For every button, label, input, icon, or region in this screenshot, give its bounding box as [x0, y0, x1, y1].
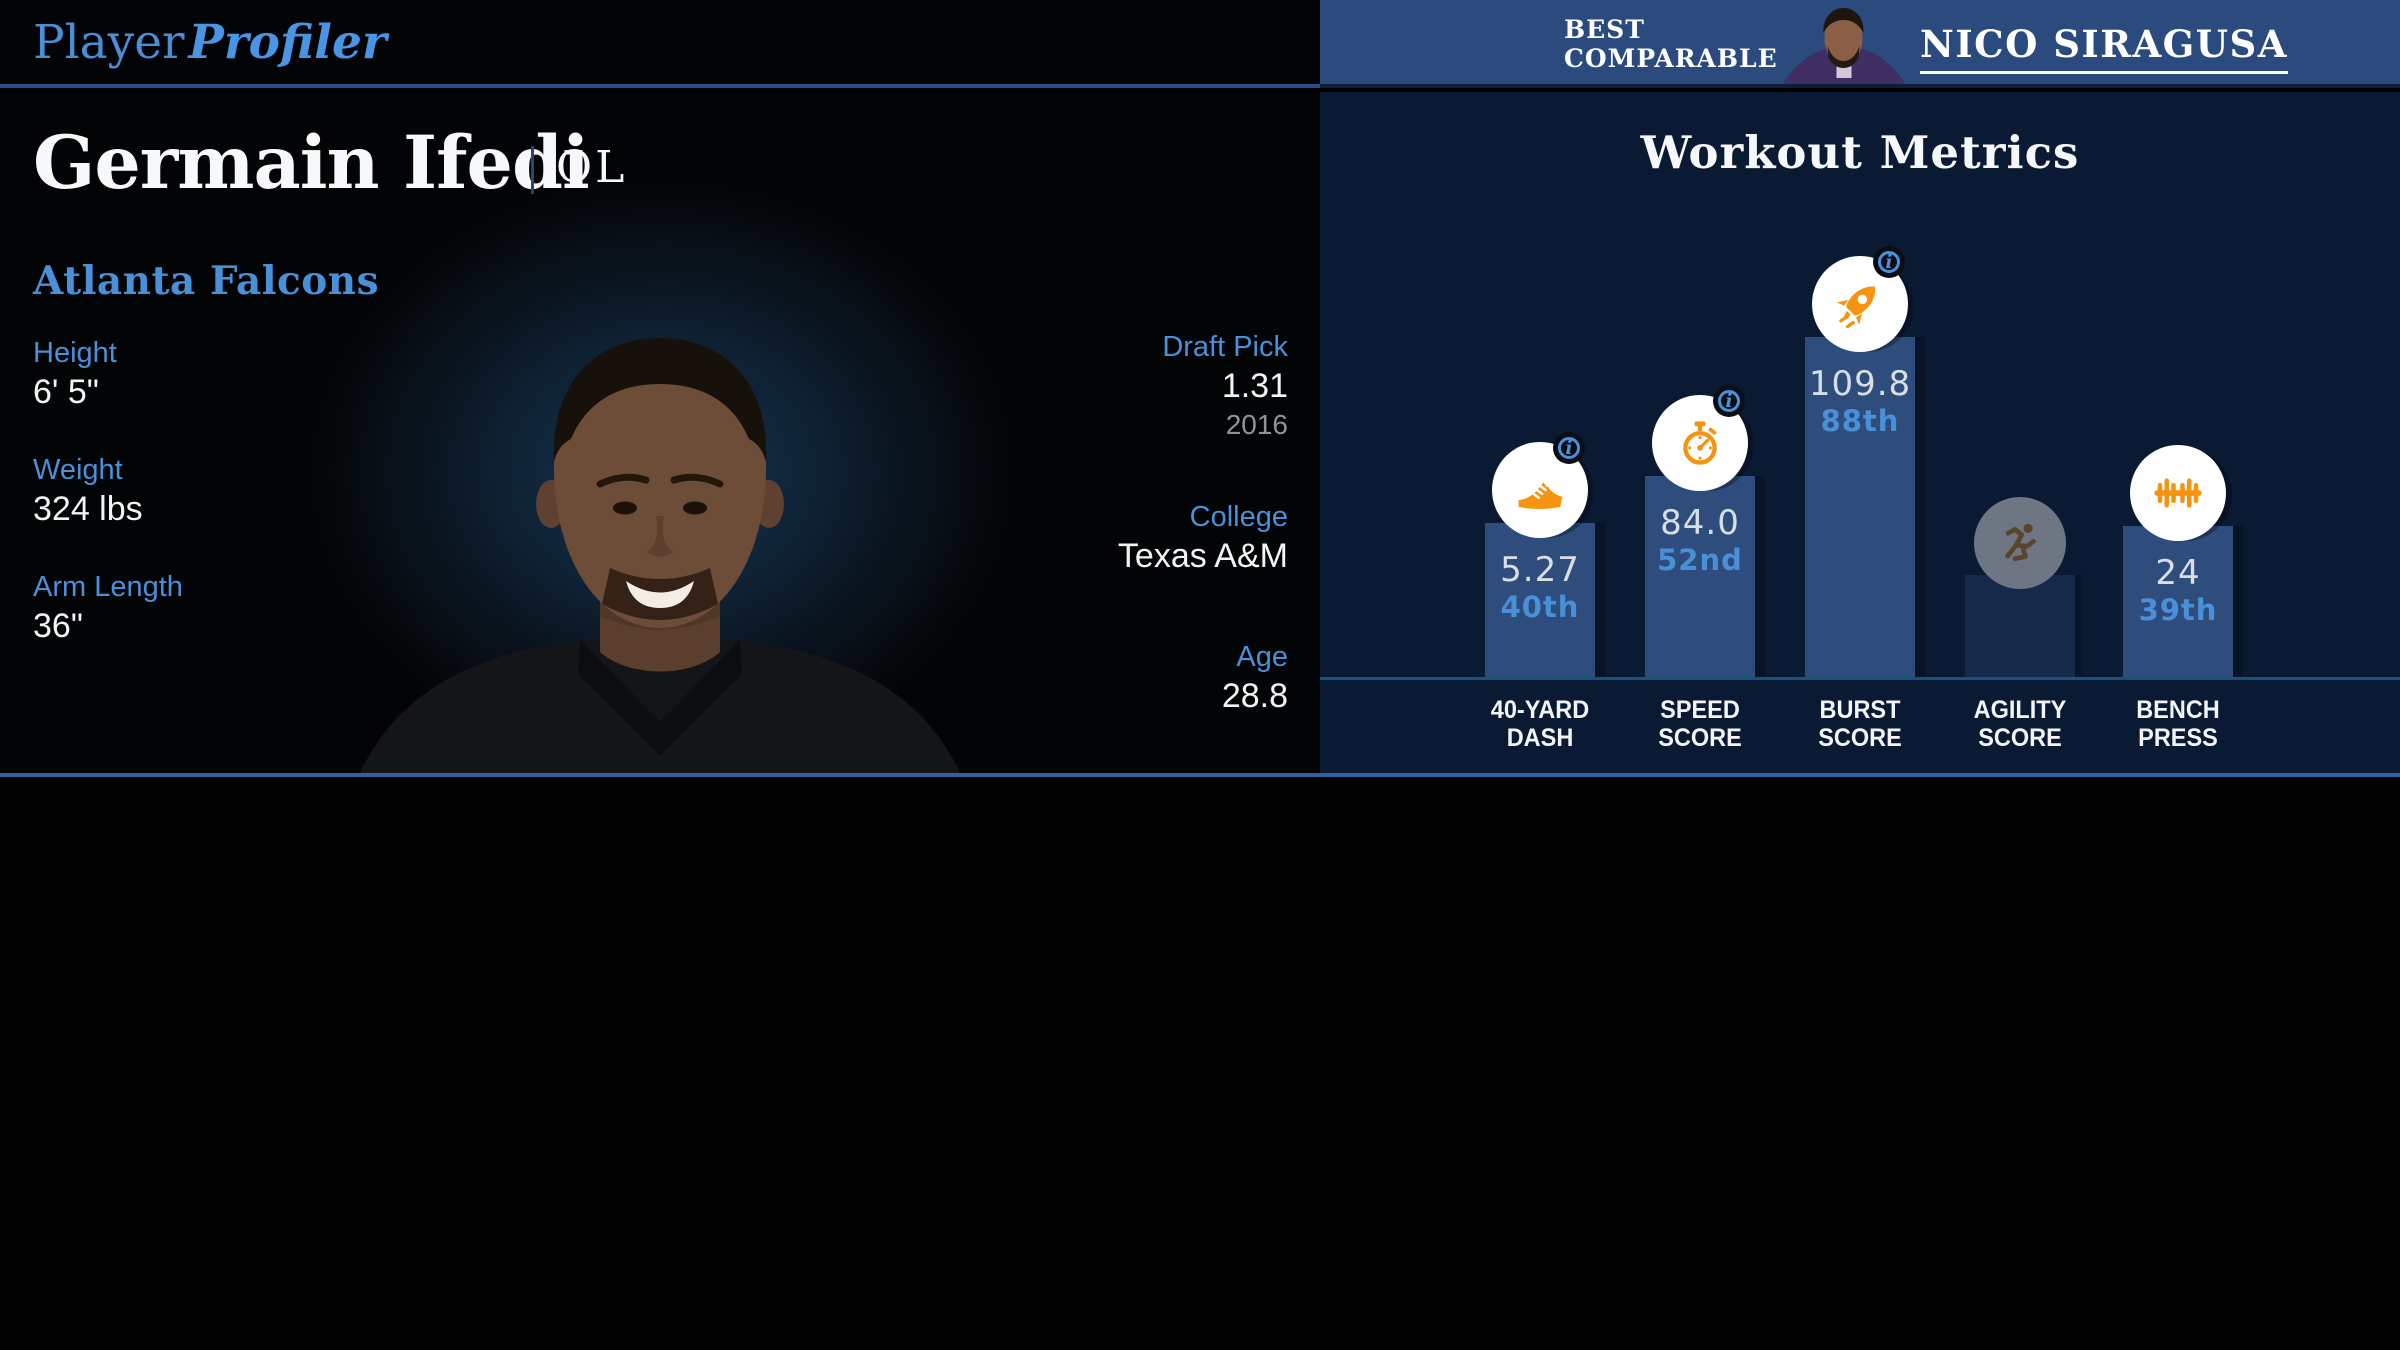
bar-burst-score: i 109.8 88th: [1805, 251, 1915, 677]
stat-arm-length: Arm Length 36": [33, 570, 183, 647]
stat-draft-pick: Draft Pick 1.31 2016: [1162, 330, 1288, 443]
bar-bench-press: i 24 39th: [2123, 445, 2233, 677]
player-summary-panel: Germain Ifedi OL Atlanta Falcons Height …: [0, 92, 1320, 777]
workout-metrics-panel: Workout Metrics i 5.27 40th: [1320, 92, 2400, 777]
metric-value: 5.27: [1500, 550, 1580, 590]
metric-label: BURST SCORE: [1818, 696, 1902, 752]
stat-value: 1.31: [1221, 367, 1288, 405]
metric-label: BENCH PRESS: [2136, 696, 2220, 752]
stat-label: Height: [33, 337, 117, 369]
stat-value: 324 lbs: [33, 490, 143, 528]
player-photo: [358, 338, 962, 777]
metric-value: 109.8: [1808, 364, 1912, 404]
best-comparable-line1: BEST: [1564, 15, 1645, 44]
best-comparable-banner: BEST COMPARABLE NICO SIRAGUSA: [1320, 0, 2400, 88]
info-icon[interactable]: i: [1558, 437, 1580, 459]
runner-icon: i: [1974, 497, 2066, 589]
top-bar: PlayerProfiler: [0, 0, 1320, 88]
metric-percentile: 52nd: [1657, 543, 1743, 577]
barbell-icon[interactable]: i: [2130, 445, 2226, 541]
metric-value: 84.0: [1660, 503, 1740, 543]
metric-percentile: 88th: [1820, 404, 1900, 438]
rocket-icon[interactable]: i: [1812, 251, 1908, 352]
comparable-player-avatar[interactable]: [1775, 0, 1913, 84]
stat-college: College Texas A&M: [1118, 500, 1288, 577]
stat-value: Texas A&M: [1117, 537, 1288, 575]
stat-value: 36": [33, 607, 83, 645]
stat-label: Draft Pick: [1162, 331, 1288, 363]
stat-value: 28.8: [1221, 677, 1288, 715]
bar-agility-score: i: [1965, 497, 2075, 677]
info-icon[interactable]: i: [1718, 390, 1740, 412]
info-icon[interactable]: i: [1878, 251, 1900, 273]
stat-height: Height 6' 5": [33, 336, 117, 413]
name-position-divider: [531, 146, 534, 194]
playerprofiler-logo[interactable]: PlayerProfiler: [33, 13, 387, 73]
metric-label: 40-YARD DASH: [1490, 696, 1590, 752]
stat-label: College: [1189, 501, 1288, 533]
bar-speed-score: i 84.0 52nd: [1645, 390, 1755, 677]
best-comparable-line2: COMPARABLE: [1564, 44, 1778, 73]
logo-profiler-text: Profiler: [188, 15, 387, 70]
stat-label: Age: [1236, 641, 1288, 673]
metric-percentile: 39th: [2138, 593, 2218, 627]
stopwatch-icon[interactable]: i: [1652, 390, 1748, 491]
best-comparable-label: BEST COMPARABLE: [1564, 15, 1778, 73]
bar-40-yard-dash: i 5.27 40th: [1485, 437, 1595, 677]
stat-value: 6' 5": [33, 373, 99, 411]
stat-weight: Weight 324 lbs: [33, 453, 143, 530]
running-shoe-icon[interactable]: i: [1492, 437, 1588, 538]
metric-percentile: 40th: [1500, 590, 1580, 624]
player-team-link[interactable]: Atlanta Falcons: [33, 258, 380, 304]
stat-label: Arm Length: [33, 571, 183, 603]
stat-age: Age 28.8: [1222, 640, 1288, 717]
metric-label: AGILITY SCORE: [1973, 696, 2067, 752]
section-divider: [0, 773, 2400, 777]
stat-label: Weight: [33, 454, 123, 486]
metric-value: 24: [2155, 553, 2201, 593]
player-position: OL: [556, 142, 628, 193]
comparable-player-link[interactable]: NICO SIRAGUSA: [1920, 22, 2288, 74]
metric-label: SPEED SCORE: [1658, 696, 1742, 752]
stat-sub-value: 2016: [1225, 409, 1288, 440]
player-name: Germain Ifedi: [33, 120, 590, 206]
chart-axis-line: [1320, 677, 2400, 680]
chart-title: Workout Metrics: [1640, 126, 2080, 179]
logo-player-text: Player: [33, 15, 185, 70]
